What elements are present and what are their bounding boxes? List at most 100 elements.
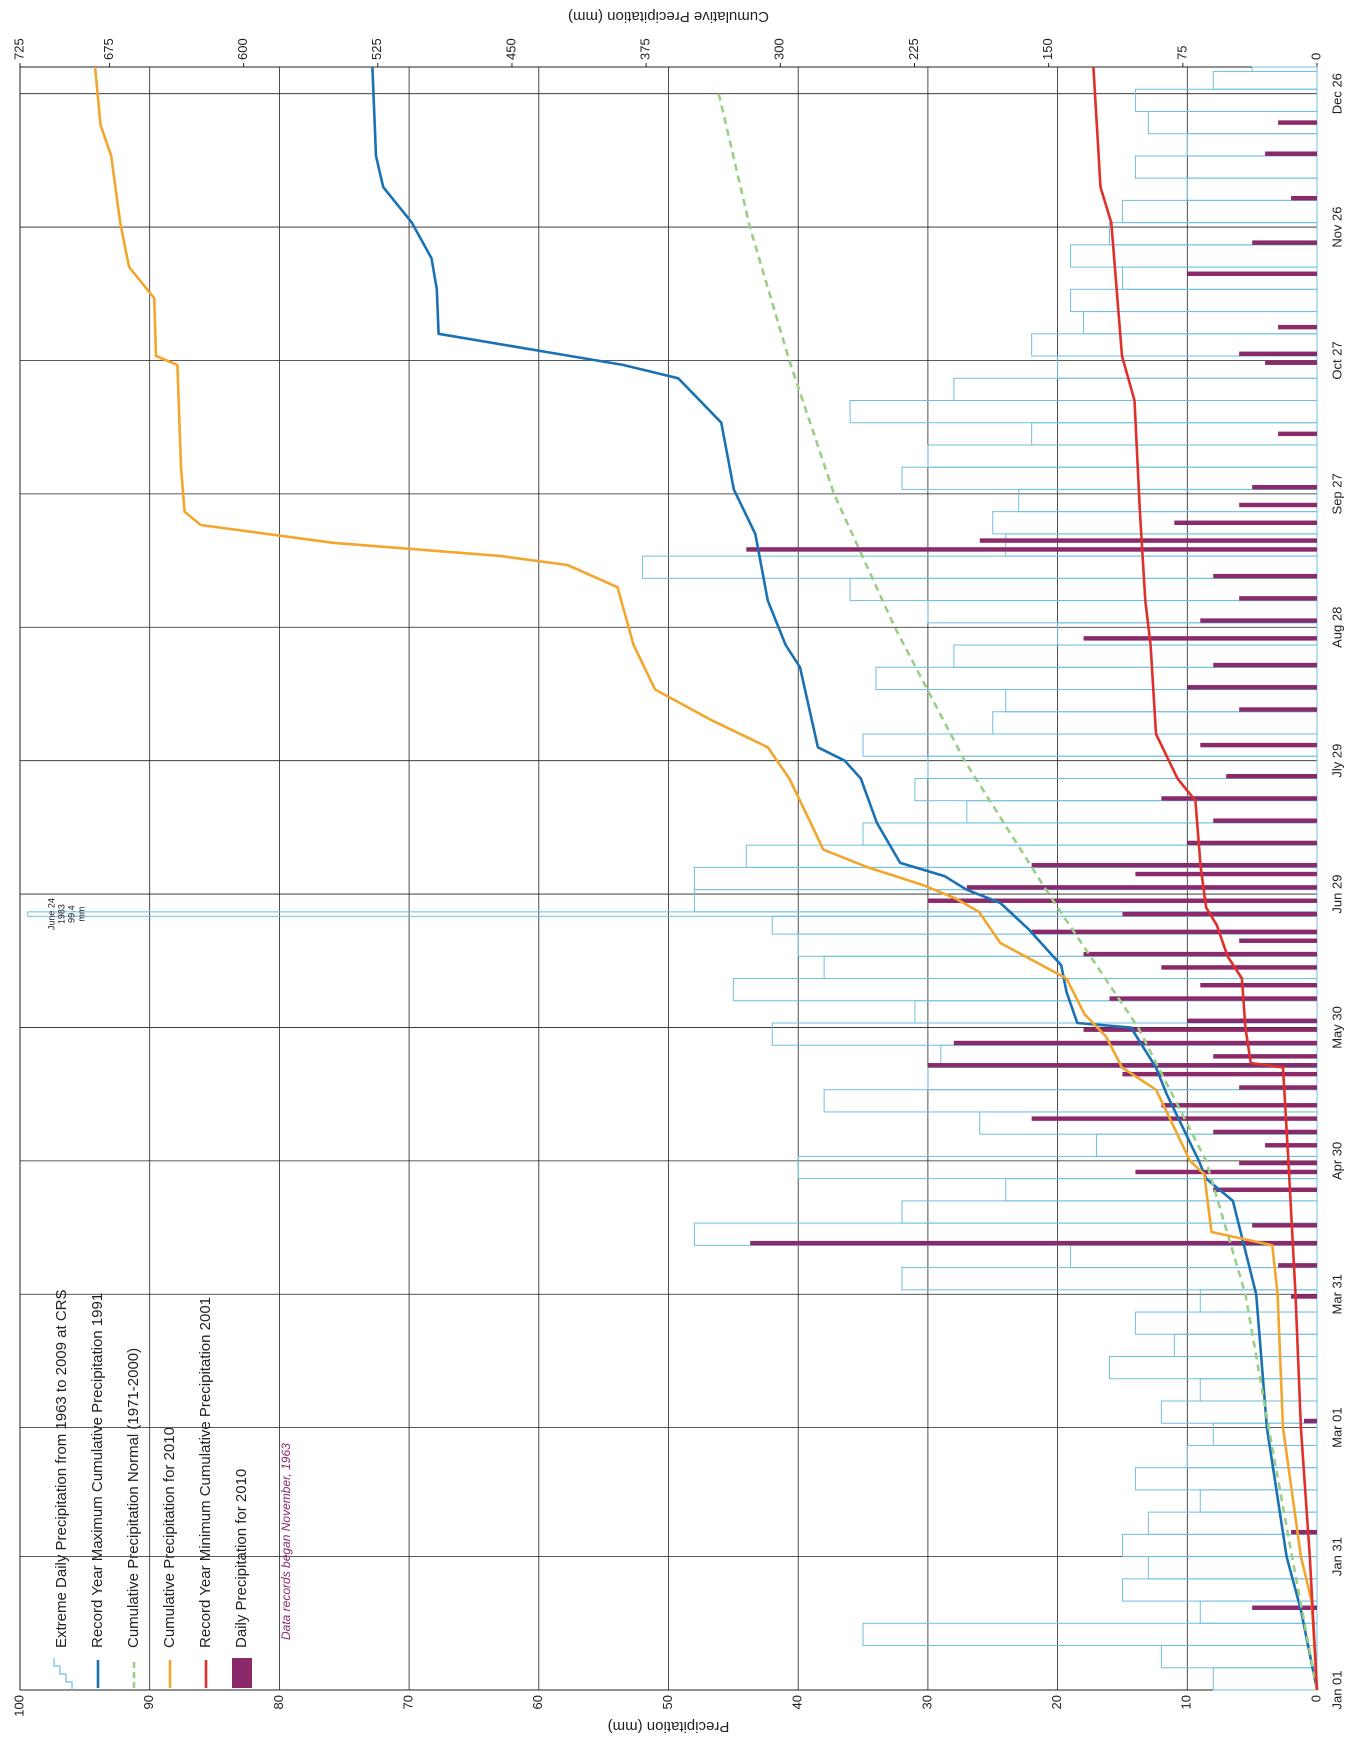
y2-tick-label: 150 xyxy=(1040,38,1055,60)
daily-bar xyxy=(1226,774,1317,779)
daily-bar xyxy=(1031,862,1317,868)
daily-bar xyxy=(1200,742,1317,748)
daily-bar xyxy=(1187,271,1317,276)
x-tick-label: Aug 28 xyxy=(1329,607,1344,648)
y2-tick-label: 525 xyxy=(369,38,384,60)
y-tick-label: 10 xyxy=(1179,1695,1194,1709)
daily-bar xyxy=(1213,573,1317,579)
annotation: 99.4 xyxy=(66,905,76,923)
y-tick-label: 20 xyxy=(1049,1695,1064,1709)
daily-bar xyxy=(1239,1085,1317,1090)
legend-label: Extreme Daily Precipitation from 1963 to… xyxy=(53,1290,70,1649)
daily-bar xyxy=(1213,818,1317,823)
extreme-bar xyxy=(1251,66,1318,72)
daily-bar xyxy=(979,538,1317,543)
daily-bar xyxy=(927,898,1317,903)
x-tick-label: May 30 xyxy=(1329,1006,1344,1049)
daily-bar xyxy=(1200,982,1317,988)
daily-bar xyxy=(750,1240,1317,1246)
x-tick-label: Dec 26 xyxy=(1329,73,1344,114)
y-tick-label: 80 xyxy=(271,1695,286,1709)
daily-bar xyxy=(1122,911,1317,917)
x-tick-label: Jan 01 xyxy=(1329,1670,1344,1709)
y2-tick-label: 450 xyxy=(503,38,518,60)
annotation: June 24 xyxy=(46,898,56,930)
x-tick-label: Jly 29 xyxy=(1329,744,1344,778)
daily-bar xyxy=(1252,484,1317,490)
note: Data records began November, 1963 xyxy=(279,1443,293,1640)
daily-bar xyxy=(1304,1418,1317,1424)
daily-bar xyxy=(1187,1018,1317,1024)
x-tick-label: Mar 31 xyxy=(1329,1274,1344,1314)
daily-bar xyxy=(1135,1169,1317,1175)
daily-bar xyxy=(953,1040,1317,1046)
daily-bar xyxy=(1187,840,1317,846)
annotation: 1983 xyxy=(56,904,66,924)
y-tick-label: 70 xyxy=(401,1695,416,1709)
y-tick-label: 90 xyxy=(141,1695,156,1709)
daily-bar xyxy=(1278,1263,1317,1268)
daily-bar xyxy=(1031,929,1317,935)
y-tick-label: 100 xyxy=(11,1695,26,1717)
daily-bar xyxy=(1213,1054,1317,1059)
extreme-bar xyxy=(642,555,1318,579)
y2-tick-label: 375 xyxy=(638,38,653,60)
daily-bar xyxy=(1239,707,1317,712)
extreme-bar xyxy=(797,1155,1318,1180)
cumulative-line xyxy=(716,88,1319,1691)
daily-bar xyxy=(1239,502,1317,508)
daily-bar xyxy=(1083,951,1317,957)
x-tick-label: Sep 27 xyxy=(1329,473,1344,514)
daily-bar xyxy=(1122,1071,1317,1077)
daily-bar xyxy=(1239,351,1317,357)
daily-bar xyxy=(1265,151,1317,156)
y2-axis-title: Cumulative Precipitation (mm) xyxy=(568,8,769,25)
x-tick-label: Apr 30 xyxy=(1329,1142,1344,1180)
legend-label: Record Year Maximum Cumulative Precipita… xyxy=(89,1293,106,1648)
extreme-bar xyxy=(862,1622,1318,1647)
y2-tick-label: 0 xyxy=(1308,53,1323,60)
daily-bar xyxy=(1109,996,1317,1001)
daily-bar xyxy=(1213,662,1317,668)
y-tick-label: 30 xyxy=(919,1695,934,1709)
annotation: mm xyxy=(76,907,86,922)
daily-bar xyxy=(746,547,1317,552)
daily-bar xyxy=(1265,360,1317,365)
daily-bar xyxy=(1291,195,1317,201)
daily-bar xyxy=(1291,1294,1317,1299)
cumulative-line xyxy=(93,66,1319,1691)
daily-bar xyxy=(1252,240,1317,245)
y-axis-title: Precipitation (mm) xyxy=(608,1718,730,1735)
daily-bar xyxy=(1187,685,1317,690)
daily-bar xyxy=(1265,1143,1317,1148)
legend-label: Daily Precipitation for 2010 xyxy=(233,1469,250,1648)
daily-bar xyxy=(1174,520,1317,525)
daily-bar xyxy=(1031,1116,1317,1121)
daily-bar xyxy=(1213,1187,1317,1192)
y-tick-label: 40 xyxy=(790,1695,805,1709)
legend-icon xyxy=(232,1658,252,1688)
x-tick-label: Jan 31 xyxy=(1329,1537,1344,1576)
daily-bar xyxy=(1135,871,1317,877)
daily-bar xyxy=(1200,618,1317,623)
legend-label: Cumulative Precipitation for 2010 xyxy=(161,1427,178,1648)
daily-bar xyxy=(1278,324,1317,330)
daily-bar xyxy=(1161,965,1317,970)
daily-bar xyxy=(1252,1223,1317,1228)
daily-bar xyxy=(1213,1129,1317,1135)
x-tick-label: Mar 01 xyxy=(1329,1407,1344,1447)
daily-bar xyxy=(1278,431,1317,437)
daily-bar xyxy=(1252,1605,1317,1610)
daily-bar xyxy=(1161,1103,1317,1108)
y2-tick-label: 300 xyxy=(772,38,787,60)
daily-bar xyxy=(1239,938,1317,943)
daily-bar xyxy=(1278,120,1317,125)
daily-bar xyxy=(1291,1529,1317,1535)
daily-bar xyxy=(1161,796,1317,801)
legend-label: Record Year Minimum Cumulative Precipita… xyxy=(197,1297,214,1648)
y2-tick-label: 675 xyxy=(101,38,116,60)
y-tick-label: 60 xyxy=(530,1695,545,1709)
y-tick-label: 0 xyxy=(1308,1695,1323,1702)
